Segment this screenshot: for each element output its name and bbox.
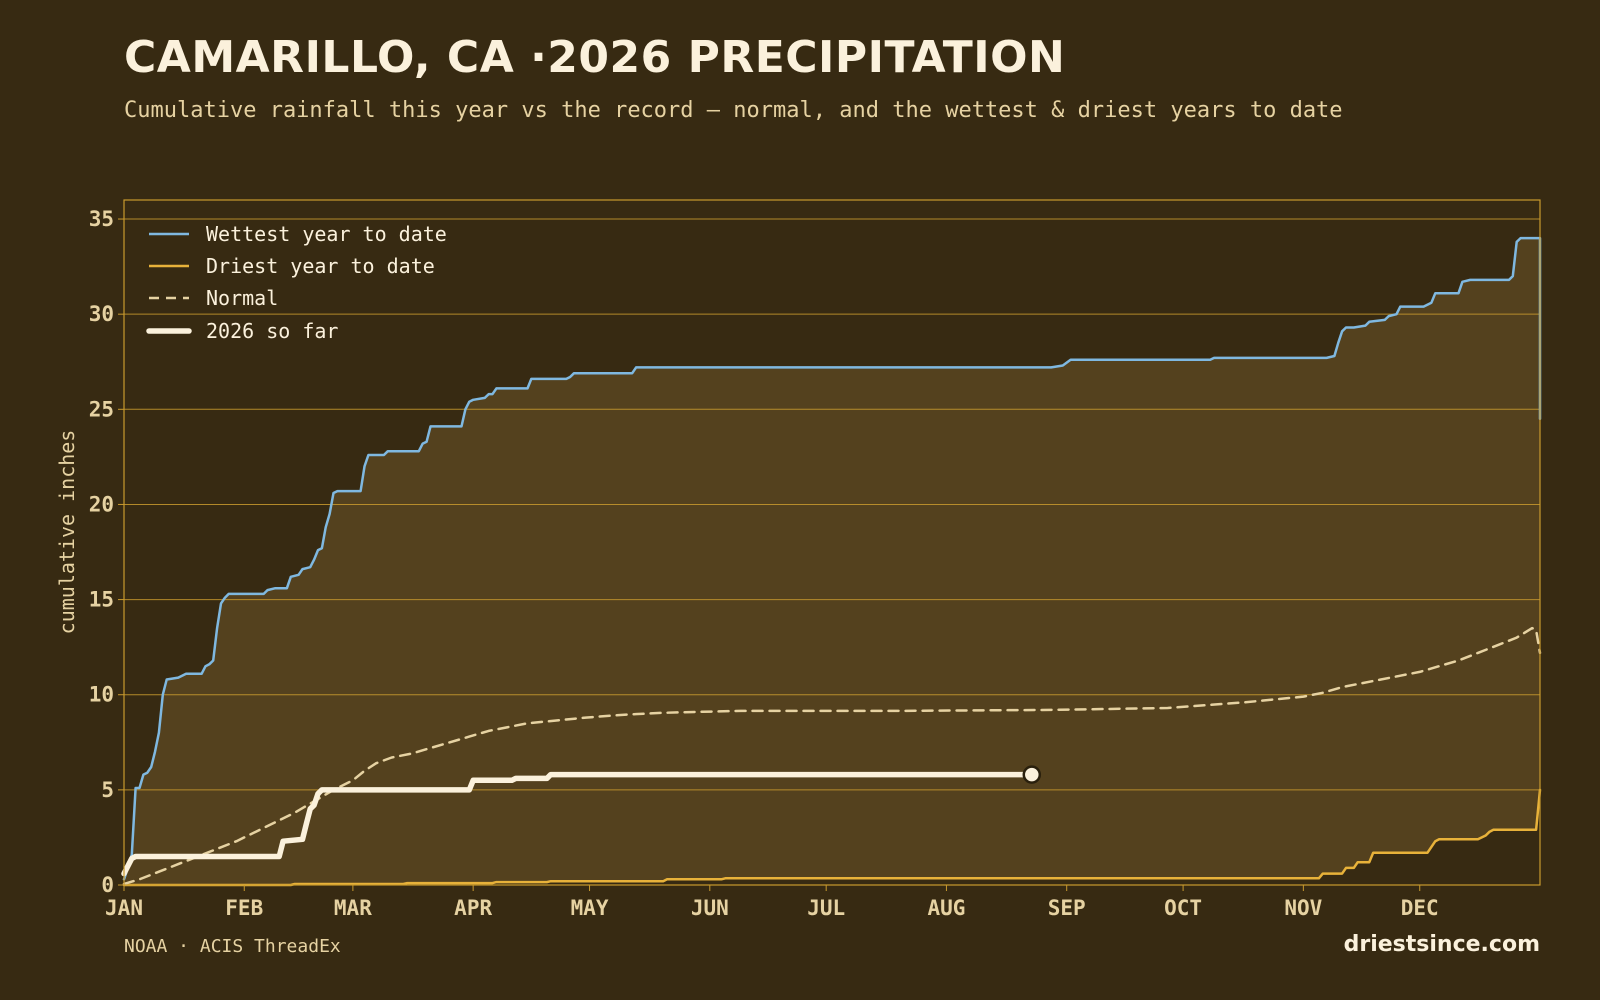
x-tick-label: JAN xyxy=(105,896,143,920)
x-tick-label: SEP xyxy=(1048,896,1086,920)
data-source: NOAA · ACIS ThreadEx xyxy=(124,936,341,957)
current-day-marker[interactable] xyxy=(1022,765,1042,784)
tick-layer: 0 5 10 15 20 25 30 35 JAN FEB MAR APR MAY JUN JUL AUG SE… xyxy=(89,207,1439,920)
current-year-series-line xyxy=(121,771,1035,877)
legend: Wettest year to date Driest year to date… xyxy=(146,222,447,343)
y-tick-label: 0 xyxy=(101,873,114,897)
driest-series-line xyxy=(122,788,1542,887)
x-tick-label: FEB xyxy=(225,896,263,920)
page-subtitle: Cumulative rainfall this year vs the rec… xyxy=(124,98,1343,123)
y-axis-label: cumulative inches xyxy=(55,430,79,635)
x-tick-label: MAY xyxy=(571,896,609,920)
legend-label-wettest: Wettest year to date xyxy=(206,222,447,246)
brand-link[interactable]: driestsince.com xyxy=(1343,932,1540,957)
legend-label-normal: Normal xyxy=(206,286,278,310)
y-tick-label: 20 xyxy=(89,492,114,516)
y-tick-label: 25 xyxy=(89,397,114,421)
x-tick-label: OCT xyxy=(1164,896,1202,920)
x-tick-label: APR xyxy=(454,896,492,920)
wettest-series-line xyxy=(122,236,1542,881)
x-tick-label: AUG xyxy=(927,896,965,920)
y-tick-label: 10 xyxy=(89,683,114,707)
x-tick-label: JUN xyxy=(691,896,729,920)
normal-series-line xyxy=(122,626,1542,886)
y-tick-label: 15 xyxy=(89,588,114,612)
plot-frame xyxy=(123,199,1541,886)
x-tick-label: NOV xyxy=(1284,896,1322,920)
y-tick-label: 5 xyxy=(101,778,114,802)
y-tick-label: 30 xyxy=(89,302,114,326)
page-title: CAMARILLO, CA ·2026 PRECIPITATION xyxy=(124,32,1066,83)
legend-label-driest: Driest year to date xyxy=(206,254,435,278)
x-tick-label: DEC xyxy=(1401,896,1439,920)
legend-label-current: 2026 so far xyxy=(206,319,338,343)
series-layer xyxy=(121,236,1542,887)
x-tick-label: JUL xyxy=(807,896,845,920)
y-tick-label: 35 xyxy=(89,207,114,231)
x-tick-label: MAR xyxy=(334,896,372,920)
